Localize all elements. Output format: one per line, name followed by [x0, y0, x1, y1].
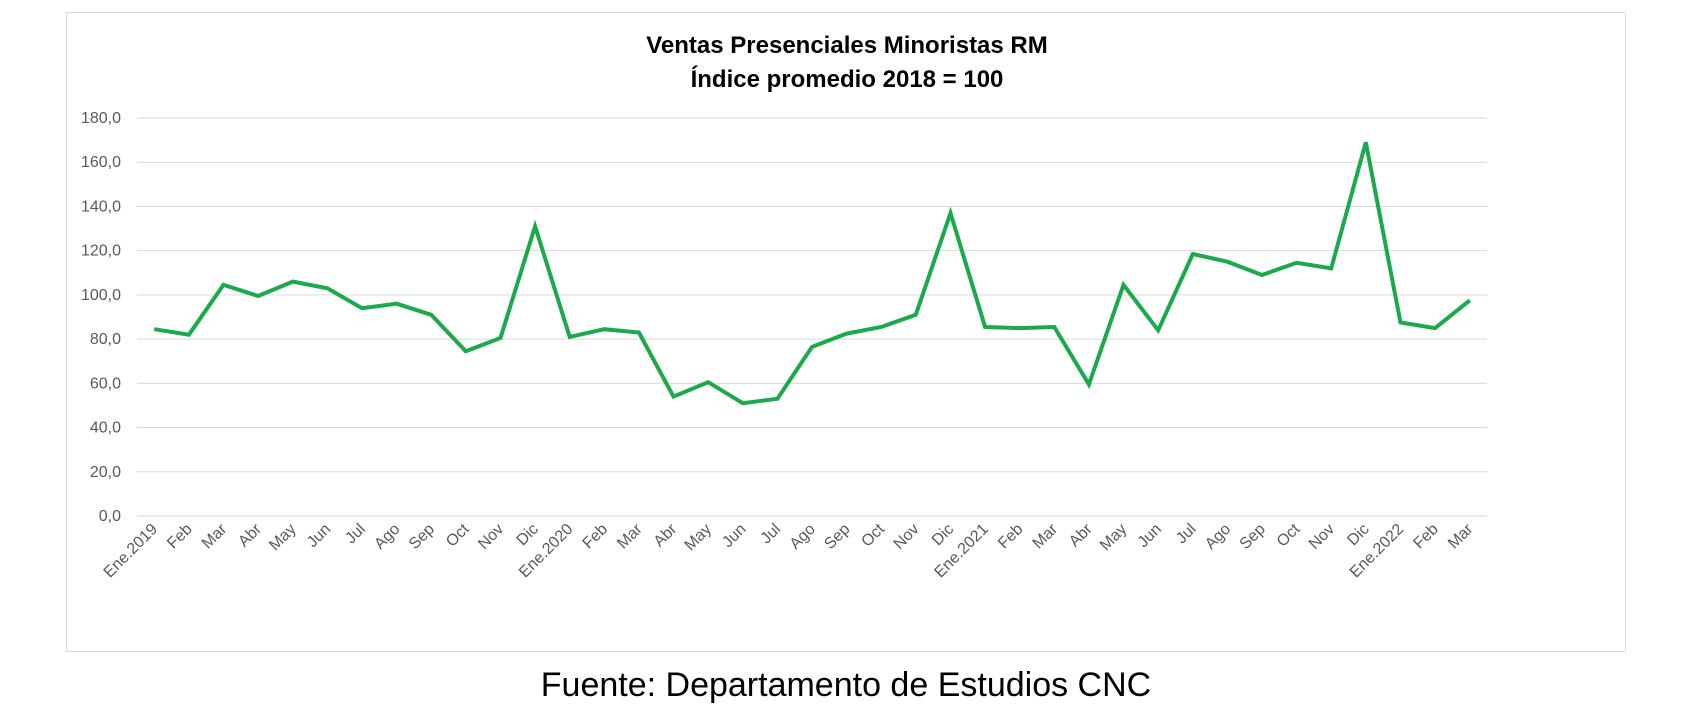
data-point	[915, 314, 917, 316]
series-line	[153, 141, 1471, 406]
data-point	[569, 336, 571, 338]
x-tick-label: Abr	[1066, 520, 1096, 550]
data-point	[1469, 299, 1471, 301]
data-point	[949, 212, 951, 214]
y-tick-label: 0,0	[99, 508, 121, 525]
y-tick-label: 100,0	[81, 287, 121, 304]
x-tick-label: Mar	[614, 520, 646, 552]
x-tick-label: Ago	[787, 521, 819, 553]
data-point	[707, 381, 709, 383]
x-axis-ticks: Ene.2019 Feb Mar Abr May Jun Jul Ago Sep Oct Nov Di…	[101, 520, 1477, 581]
x-tick-label: Oct	[1274, 520, 1304, 550]
data-point	[361, 307, 363, 309]
x-tick-label: Nov	[475, 521, 507, 553]
x-tick-label: May	[266, 521, 299, 554]
x-tick-label: Feb	[164, 521, 196, 553]
x-tick-label: Feb	[580, 521, 612, 553]
grid-lines	[137, 117, 1487, 517]
x-tick-label: Sep	[1237, 521, 1269, 553]
data-point	[1365, 141, 1367, 143]
series-layer	[153, 141, 1471, 406]
data-point	[465, 350, 467, 352]
x-tick-label: Nov	[891, 521, 923, 553]
x-tick-label: Jun	[719, 521, 749, 551]
x-tick-label: Nov	[1306, 521, 1338, 553]
data-point	[499, 337, 501, 339]
x-tick-label: Ene.2019	[101, 521, 162, 582]
data-point	[880, 326, 882, 328]
data-point	[326, 287, 328, 289]
x-tick-label: Jun	[304, 521, 334, 551]
x-tick-label: Oct	[858, 520, 888, 550]
data-point	[223, 284, 225, 286]
x-tick-label: May	[1097, 521, 1130, 554]
x-tick-label: Feb	[995, 521, 1027, 553]
x-tick-label: Dic	[1344, 521, 1372, 549]
x-tick-label: Sep	[406, 521, 438, 553]
chart-svg: Ventas Presenciales Minoristas RM Índice…	[81, 32, 1487, 581]
x-tick-label: Feb	[1410, 521, 1442, 553]
data-point	[1157, 329, 1159, 331]
chart-title: Ventas Presenciales Minoristas RM	[646, 32, 1048, 59]
data-point	[984, 326, 986, 328]
x-tick-label: Ago	[371, 521, 403, 553]
data-point	[257, 295, 259, 297]
x-tick-label: May	[682, 521, 715, 554]
y-tick-label: 120,0	[81, 243, 121, 260]
data-point	[742, 402, 744, 404]
y-tick-label: 160,0	[81, 154, 121, 171]
data-point	[1261, 274, 1263, 276]
x-tick-label: Dic	[514, 521, 542, 549]
x-tick-label: Mar	[199, 520, 231, 552]
data-point	[1399, 322, 1401, 324]
x-tick-label: Sep	[821, 521, 853, 553]
data-point	[811, 346, 813, 348]
data-point	[1296, 262, 1298, 264]
x-tick-label: Abr	[651, 520, 681, 550]
x-tick-label: Jul	[758, 521, 784, 547]
data-point	[1053, 326, 1055, 328]
y-tick-label: 40,0	[90, 420, 121, 437]
y-tick-label: 60,0	[90, 375, 121, 392]
data-point	[396, 303, 398, 305]
chart-area: Ventas Presenciales Minoristas RM Índice…	[66, 12, 1626, 652]
data-point	[638, 331, 640, 333]
data-point	[1192, 253, 1194, 255]
data-point	[1088, 383, 1090, 385]
data-point	[188, 334, 190, 336]
y-tick-label: 180,0	[81, 110, 121, 127]
y-tick-label: 80,0	[90, 331, 121, 348]
x-tick-label: Ago	[1202, 521, 1234, 553]
data-point	[153, 328, 155, 330]
source-note: Fuente: Departamento de Estudios CNC	[540, 666, 1152, 704]
data-point	[292, 281, 294, 283]
data-point	[534, 225, 536, 227]
y-axis-ticks: 0,0 20,0 40,0 60,0 80,0 100,0 120,0 140,0 160,0 1…	[81, 110, 121, 525]
data-point	[1226, 261, 1228, 263]
data-point	[776, 398, 778, 400]
x-tick-label: Jun	[1135, 521, 1165, 551]
data-point	[1019, 327, 1021, 329]
data-point	[603, 328, 605, 330]
data-point	[1434, 327, 1436, 329]
chart-subtitle: Índice promedio 2018 = 100	[691, 65, 1004, 93]
x-tick-label: Mar	[1030, 520, 1062, 552]
x-tick-label: Mar	[1445, 520, 1477, 552]
x-tick-label: Jul	[342, 521, 368, 547]
y-tick-label: 140,0	[81, 198, 121, 215]
data-point	[430, 314, 432, 316]
data-point	[1330, 267, 1332, 269]
data-point	[1123, 284, 1125, 286]
x-tick-label: Jul	[1173, 521, 1199, 547]
data-point	[846, 333, 848, 335]
x-tick-label: Oct	[443, 520, 473, 550]
x-tick-label: Dic	[929, 521, 957, 549]
data-point	[673, 396, 675, 398]
x-tick-label: Abr	[235, 520, 265, 550]
y-tick-label: 20,0	[90, 464, 121, 481]
